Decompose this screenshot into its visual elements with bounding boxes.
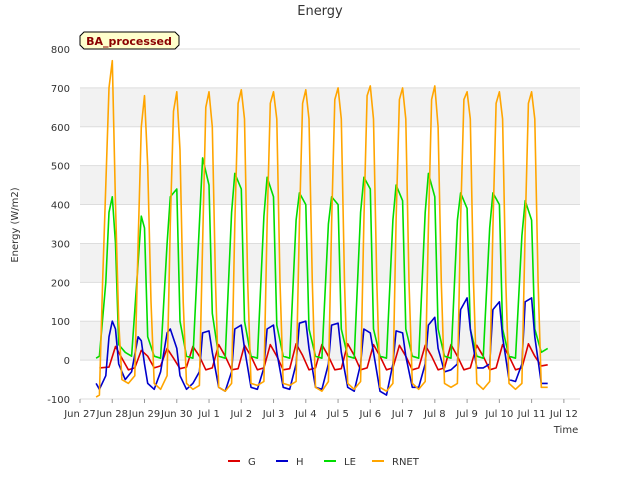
y-tick-label: 300 <box>51 239 70 250</box>
x-tick-label: Jun 27 <box>63 409 96 420</box>
x-tick-label: Jul 7 <box>391 409 414 420</box>
y-tick-label: 0 <box>64 356 70 367</box>
y-tick-label: 200 <box>51 278 70 289</box>
x-tick-label: Jul 2 <box>229 409 252 420</box>
series-line-g <box>99 342 548 371</box>
x-tick-label: Jul 10 <box>484 409 513 420</box>
series-line-le <box>95 157 549 360</box>
legend-label-rnet: RNET <box>392 457 420 468</box>
grid-band <box>80 165 580 205</box>
x-tick-label: Jun 29 <box>128 409 161 420</box>
x-tick-label: Jul 6 <box>359 409 382 420</box>
y-tick-label: 700 <box>51 84 70 95</box>
x-tick-label: Jun 30 <box>160 409 193 420</box>
x-tick-label: Jun 28 <box>95 409 128 420</box>
legend-label-h: H <box>296 457 304 468</box>
chart-title: Energy <box>297 4 343 19</box>
y-tick-label: 100 <box>51 317 70 328</box>
y-tick-label: -100 <box>47 395 70 406</box>
x-tick-label: Jul 9 <box>455 409 478 420</box>
x-tick-label: Jul 3 <box>262 409 285 420</box>
x-tick-label: Jul 12 <box>549 409 578 420</box>
y-axis-title: Energy (W/m2) <box>10 187 21 262</box>
badge-label: BA_processed <box>86 35 172 48</box>
x-axis-ticks: Jun 27 Jun 28 Jun 29 Jun 30 Jul 1 Jul 2 Jul 3 J… <box>63 399 578 420</box>
x-tick-label: Jul 5 <box>326 409 349 420</box>
grid-band <box>80 87 580 127</box>
x-tick-label: Jul 4 <box>294 409 317 420</box>
y-tick-label: 400 <box>51 201 70 212</box>
y-tick-label: 800 <box>51 45 70 56</box>
y-axis-ticks: -100 0 100 200 300 400 500 600 700 800 <box>47 45 70 406</box>
badge: BA_processed <box>79 31 180 50</box>
x-tick-label: Jul 11 <box>517 409 546 420</box>
legend-label-le: LE <box>344 457 356 468</box>
y-tick-label: 500 <box>51 162 70 173</box>
legend: G H LE RNET <box>228 457 420 468</box>
x-tick-label: Jul 1 <box>197 409 220 420</box>
series-layer <box>95 59 549 398</box>
x-tick-label: Jul 8 <box>423 409 446 420</box>
legend-label-g: G <box>248 457 256 468</box>
x-axis-title: Time <box>553 425 578 436</box>
y-tick-label: 600 <box>51 123 70 134</box>
series-line-rnet <box>95 59 548 398</box>
